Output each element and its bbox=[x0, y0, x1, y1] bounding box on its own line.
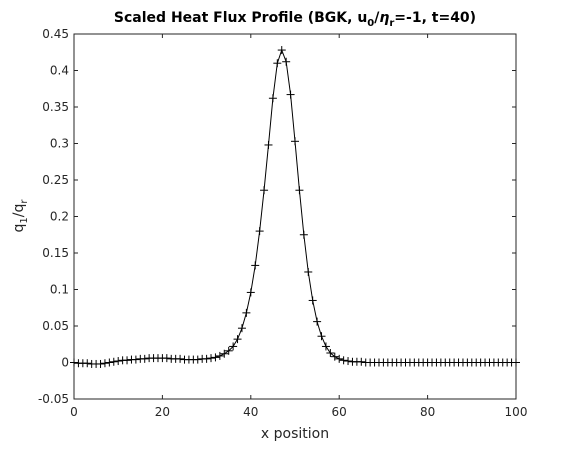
data-point-marker bbox=[326, 349, 335, 358]
y-label-subscript-r: r bbox=[19, 199, 30, 204]
y-axis-ticks: -0.05 0 0.05 0.1 0.15 0.2 0.25 0.3 0.35 0.4 0.45 bbox=[38, 27, 516, 406]
data-point-marker bbox=[335, 354, 344, 363]
data-point-marker bbox=[237, 324, 246, 333]
title-prefix: Scaled Heat Flux Profile (BGK, u bbox=[114, 10, 367, 26]
data-point-marker bbox=[105, 358, 114, 367]
data-point-marker bbox=[220, 349, 229, 358]
x-axis-label: x position bbox=[261, 426, 329, 442]
data-point-marker bbox=[251, 261, 260, 270]
y-tick-label: 0 bbox=[61, 356, 69, 370]
data-point-marker bbox=[114, 357, 123, 366]
x-tick-label: 20 bbox=[155, 405, 170, 419]
data-point-marker bbox=[246, 288, 255, 297]
title-eta: η bbox=[379, 10, 389, 26]
data-point-marker bbox=[233, 335, 242, 344]
data-point-marker bbox=[260, 186, 269, 195]
y-tick-label: 0.35 bbox=[42, 100, 69, 114]
data-point-marker bbox=[339, 356, 348, 365]
y-tick-label: 0.05 bbox=[42, 319, 69, 333]
y-axis-label: q1/qr bbox=[11, 199, 30, 233]
y-tick-label: 0.4 bbox=[50, 64, 69, 78]
x-tick-label: 0 bbox=[70, 405, 78, 419]
data-point-marker bbox=[277, 46, 286, 55]
data-point-marker bbox=[304, 267, 313, 276]
y-label-slash-q: /q bbox=[11, 204, 27, 218]
x-tick-label: 60 bbox=[332, 405, 347, 419]
data-point-marker bbox=[268, 94, 277, 103]
data-point-marker bbox=[131, 355, 140, 364]
title-slash: / bbox=[374, 10, 380, 26]
title-subscript-r: r bbox=[389, 18, 394, 29]
y-tick-label: 0.45 bbox=[42, 27, 69, 41]
data-point-marker bbox=[109, 357, 118, 366]
y-tick-label: 0.1 bbox=[50, 283, 69, 297]
data-point-marker bbox=[70, 358, 78, 367]
data-point-marker bbox=[123, 356, 132, 365]
y-tick-label: 0.3 bbox=[50, 137, 69, 151]
data-point-marker bbox=[313, 317, 322, 326]
y-label-q: q bbox=[11, 224, 27, 233]
x-axis-ticks: 0 20 40 60 80 100 bbox=[70, 34, 527, 419]
data-point-marker bbox=[193, 355, 202, 364]
y-tick-label: 0.15 bbox=[42, 246, 69, 260]
data-point-marker bbox=[264, 140, 273, 149]
data-point-marker bbox=[282, 57, 291, 66]
x-tick-label: 40 bbox=[243, 405, 258, 419]
data-point-marker bbox=[295, 186, 304, 195]
y-tick-label: 0.2 bbox=[50, 210, 69, 224]
data-point-marker bbox=[291, 137, 299, 146]
series-layer bbox=[70, 46, 520, 368]
data-point-marker bbox=[100, 359, 109, 368]
data-point-marker bbox=[176, 354, 185, 363]
data-point-marker bbox=[202, 354, 211, 363]
data-point-marker bbox=[211, 353, 220, 362]
data-point-marker bbox=[273, 59, 282, 68]
data-point-marker bbox=[344, 357, 353, 366]
data-point-marker bbox=[242, 308, 251, 317]
y-label-subscript-1: 1 bbox=[19, 217, 30, 223]
x-tick-label: 100 bbox=[505, 405, 528, 419]
data-point-marker bbox=[255, 227, 264, 236]
title-suffix: =-1, t=40) bbox=[394, 10, 476, 26]
data-point-marker bbox=[330, 352, 339, 361]
data-point-marker bbox=[317, 332, 326, 341]
data-point-marker bbox=[140, 354, 149, 363]
data-point-marker bbox=[215, 351, 224, 360]
data-point-marker bbox=[357, 357, 366, 366]
data-point-marker bbox=[229, 342, 238, 351]
data-point-marker bbox=[207, 354, 216, 363]
x-tick-label: 80 bbox=[420, 405, 435, 419]
title-subscript-0: 0 bbox=[367, 18, 374, 29]
plot-area bbox=[73, 33, 517, 400]
data-point-marker bbox=[321, 342, 330, 351]
data-point-marker bbox=[512, 358, 520, 367]
data-point-marker bbox=[83, 359, 92, 368]
chart-title: Scaled Heat Flux Profile (BGK, u0/ηr=-1,… bbox=[114, 10, 476, 29]
data-point-marker bbox=[308, 296, 317, 305]
data-point-marker bbox=[224, 346, 233, 355]
data-point-marker bbox=[299, 230, 308, 239]
y-tick-label: -0.05 bbox=[38, 392, 69, 406]
data-point-marker bbox=[286, 90, 295, 99]
data-point-marker bbox=[162, 354, 171, 363]
data-point-marker bbox=[96, 359, 105, 368]
y-tick-label: 0.25 bbox=[42, 173, 69, 187]
